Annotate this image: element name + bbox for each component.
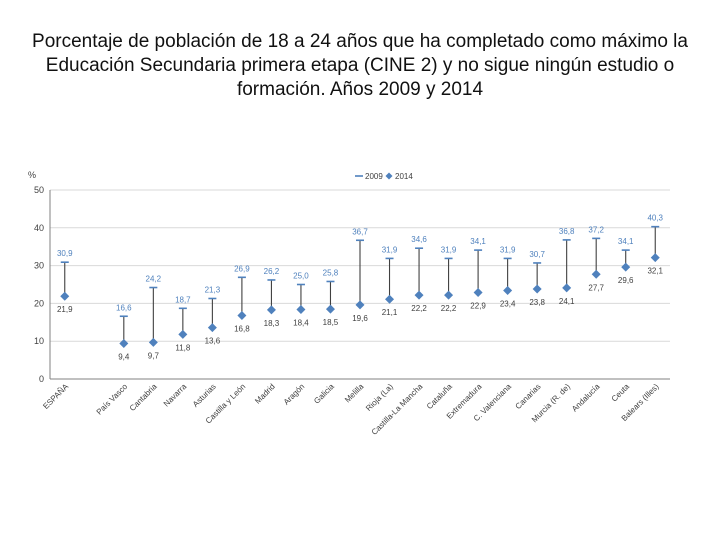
x-category-label: Ceuta <box>610 382 632 404</box>
data-label-2009: 30,9 <box>57 249 73 258</box>
marker-2014 <box>591 269 601 279</box>
x-category-label: Castilla-La Mancha <box>370 382 425 437</box>
data-label-2009: 21,3 <box>205 285 221 294</box>
marker-2014 <box>266 305 276 315</box>
legend: 2009 2014 <box>355 172 413 181</box>
data-label-2009: 25,8 <box>323 268 339 277</box>
data-label-2014: 21,1 <box>382 308 398 317</box>
data-labels: 30,9 21,9 16,6 9,4 24,2 9,7 18,7 11,8 21,3 13,6 26… <box>57 214 664 362</box>
marker-2014 <box>650 253 660 263</box>
marker-2014 <box>414 290 424 300</box>
legend-label-2014: 2014 <box>395 172 413 181</box>
y-axis-label: % <box>28 170 36 180</box>
data-label-2009: 37,2 <box>588 225 604 234</box>
y-tick-label: 50 <box>34 185 44 195</box>
data-label-2009: 36,7 <box>352 227 368 236</box>
x-category-label: Cataluña <box>425 382 454 411</box>
data-label-2014: 13,6 <box>205 337 221 346</box>
x-category-label: Asturias <box>191 382 218 409</box>
x-category-label: Cantabria <box>128 382 159 413</box>
legend-label-2009: 2009 <box>365 172 383 181</box>
data-label-2009: 31,9 <box>382 245 398 254</box>
data-label-2009: 34,1 <box>470 237 486 246</box>
x-category-label: Canarias <box>514 382 543 411</box>
x-category-label: Andalucía <box>570 382 602 414</box>
data-label-2009: 34,1 <box>618 237 634 246</box>
data-label-2014: 22,9 <box>470 301 486 310</box>
data-label-2009: 40,3 <box>647 214 663 223</box>
data-label-2014: 22,2 <box>411 304 427 313</box>
data-label-2014: 19,6 <box>352 314 368 323</box>
data-label-2014: 27,7 <box>588 283 604 292</box>
x-category-label: Aragón <box>282 382 307 407</box>
marker-2014 <box>562 283 572 293</box>
data-label-2014: 29,6 <box>618 276 634 285</box>
data-label-2009: 24,2 <box>146 275 162 284</box>
data-label-2014: 18,5 <box>323 318 339 327</box>
data-label-2009: 18,7 <box>175 295 191 304</box>
data-label-2009: 34,6 <box>411 235 427 244</box>
data-label-2009: 30,7 <box>529 250 545 259</box>
marker-2014 <box>237 310 247 320</box>
data-label-2009: 25,0 <box>293 272 309 281</box>
marker-2014 <box>473 287 483 297</box>
data-label-2014: 18,4 <box>293 318 309 327</box>
x-category-label: Navarra <box>162 382 189 409</box>
data-label-2009: 26,9 <box>234 264 250 273</box>
marker-2014 <box>532 284 542 294</box>
x-category-label: Melilla <box>343 382 366 405</box>
data-label-2014: 23,8 <box>529 298 545 307</box>
data-label-2014: 11,8 <box>175 343 191 352</box>
data-label-2014: 9,4 <box>118 352 130 361</box>
x-category-label: ESPAÑA <box>41 382 70 411</box>
marker-2014 <box>119 338 129 348</box>
marker-2014 <box>207 323 217 333</box>
data-label-2014: 16,8 <box>234 324 250 333</box>
marker-2014 <box>296 304 306 314</box>
y-tick-label: 20 <box>34 298 44 308</box>
x-category-label: Galicia <box>312 382 336 406</box>
y-tick-label: 0 <box>39 374 44 384</box>
data-label-2014: 18,3 <box>264 319 280 328</box>
data-label-2014: 9,7 <box>148 351 160 360</box>
x-category-label: País Vasco <box>95 382 130 417</box>
marker-2014 <box>178 329 188 339</box>
data-label-2014: 24,1 <box>559 297 575 306</box>
legend-marker-2014 <box>385 172 393 180</box>
marker-2014 <box>60 291 70 301</box>
data-label-2009: 16,6 <box>116 303 132 312</box>
data-label-2009: 31,9 <box>441 245 457 254</box>
y-tick-label: 40 <box>34 223 44 233</box>
marker-2014 <box>444 290 454 300</box>
slide-title: Porcentaje de población de 18 a 24 años … <box>32 31 688 100</box>
data-label-2009: 26,2 <box>264 267 280 276</box>
data-label-2009: 31,9 <box>500 245 516 254</box>
marker-2014 <box>355 300 365 310</box>
marker-2014 <box>148 337 158 347</box>
marker-2014 <box>621 262 631 272</box>
data-label-2009: 36,8 <box>559 227 575 236</box>
marker-2014 <box>385 294 395 304</box>
data-label-2014: 21,9 <box>57 305 73 314</box>
x-category-label: Madrid <box>253 382 277 406</box>
y-tick-label: 30 <box>34 261 44 271</box>
data-label-2014: 23,4 <box>500 300 516 309</box>
data-markers <box>60 225 660 348</box>
data-label-2014: 32,1 <box>647 267 663 276</box>
data-label-2014: 22,2 <box>441 304 457 313</box>
marker-2014 <box>325 304 335 314</box>
marker-2014 <box>503 286 513 296</box>
y-tick-label: 10 <box>34 336 44 346</box>
range-lines <box>64 226 656 344</box>
